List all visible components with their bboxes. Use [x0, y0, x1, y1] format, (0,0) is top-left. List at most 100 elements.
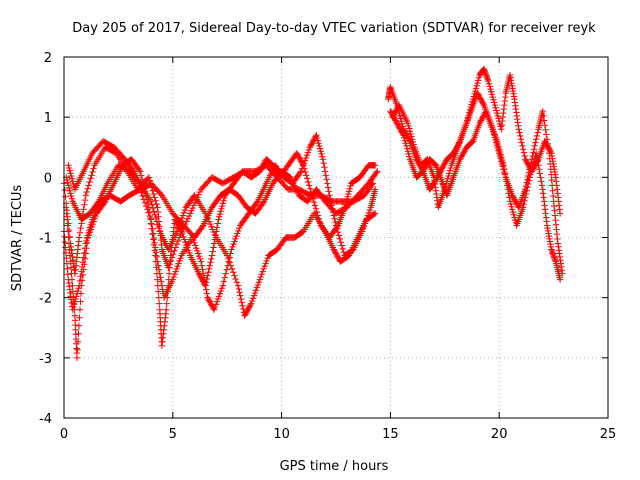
data-point: [63, 216, 71, 223]
data-point: [260, 265, 267, 273]
data-point: [445, 172, 452, 180]
data-point: [326, 192, 333, 199]
data-point: [88, 218, 95, 226]
data-point: [408, 136, 416, 143]
data-point: [303, 172, 310, 179]
data-point: [510, 194, 517, 202]
data-point: [260, 160, 268, 167]
data-point: [395, 122, 402, 130]
data-point: [502, 174, 509, 181]
data-point: [158, 282, 166, 289]
data-point: [81, 255, 89, 263]
data-point: [147, 216, 155, 223]
data-point: [76, 314, 83, 321]
data-point: [214, 220, 221, 227]
data-point: [342, 198, 350, 206]
data-point: [94, 199, 102, 206]
data-point: [82, 192, 89, 199]
data-point: [69, 178, 76, 185]
data-point: [250, 292, 258, 299]
data-point: [78, 268, 85, 275]
x-axis-label: GPS time / hours: [280, 459, 389, 474]
data-point: [193, 244, 200, 252]
data-point: [406, 128, 414, 135]
data-point: [297, 156, 304, 164]
data-point: [490, 99, 498, 106]
data-point: [334, 228, 342, 236]
y-tick-label: -1: [39, 232, 52, 247]
data-point: [233, 279, 241, 286]
data-point: [443, 180, 450, 188]
data-point: [74, 346, 81, 354]
data-point: [461, 146, 469, 154]
data-point: [188, 207, 195, 214]
data-point: [400, 132, 407, 139]
data-point: [90, 165, 97, 172]
data-point: [506, 198, 514, 205]
data-point: [446, 167, 454, 174]
data-point: [480, 113, 487, 120]
data-point: [220, 278, 228, 285]
data-point: [73, 290, 81, 297]
data-point: [198, 262, 206, 269]
data-point: [441, 186, 448, 193]
data-point: [247, 300, 255, 307]
data-point: [230, 240, 237, 248]
data-point: [149, 230, 156, 238]
data-point: [76, 306, 84, 313]
data-point: [151, 239, 158, 247]
data-point: [519, 204, 527, 211]
data-point: [297, 169, 304, 176]
data-point: [67, 170, 74, 177]
data-point: [547, 160, 554, 168]
data-point: [150, 230, 157, 237]
data-point: [407, 130, 414, 138]
data-point: [334, 253, 341, 260]
data-point: [539, 107, 546, 115]
data-point: [508, 203, 515, 210]
data-point: [487, 85, 494, 93]
data-point: [82, 240, 89, 247]
data-point: [530, 146, 538, 153]
data-point: [469, 138, 476, 146]
data-point: [336, 235, 344, 243]
data-point: [150, 190, 157, 198]
data-point: [517, 136, 525, 143]
data-point: [332, 222, 340, 229]
data-point: [302, 154, 310, 162]
data-point: [543, 136, 551, 143]
data-point: [556, 210, 564, 217]
data-point: [149, 225, 156, 233]
data-point: [156, 270, 163, 277]
data-point: [546, 150, 553, 157]
data-point: [346, 185, 353, 192]
data-point: [129, 166, 136, 174]
data-point: [179, 230, 186, 238]
y-axis-label: SDTVAR / TECUs: [10, 185, 25, 292]
data-point: [529, 163, 536, 170]
data-point: [522, 157, 530, 164]
data-point: [237, 295, 245, 303]
data-point: [86, 226, 93, 234]
data-point: [152, 214, 160, 222]
data-point: [338, 242, 346, 249]
data-point: [332, 250, 340, 257]
data-point: [217, 208, 224, 215]
data-point: [509, 193, 517, 200]
data-point: [83, 237, 90, 245]
data-point: [67, 258, 74, 265]
data-point: [241, 312, 248, 319]
data-point: [81, 244, 89, 252]
data-point: [310, 198, 318, 206]
data-point: [390, 111, 398, 118]
x-tick-label: 25: [600, 427, 617, 442]
data-point: [547, 166, 554, 173]
data-point: [488, 88, 495, 95]
data-point: [65, 234, 72, 241]
data-point: [72, 295, 79, 303]
data-point: [409, 138, 417, 146]
data-point: [156, 300, 163, 307]
data-point: [527, 168, 535, 176]
data-point: [520, 149, 528, 156]
data-point: [254, 281, 262, 289]
